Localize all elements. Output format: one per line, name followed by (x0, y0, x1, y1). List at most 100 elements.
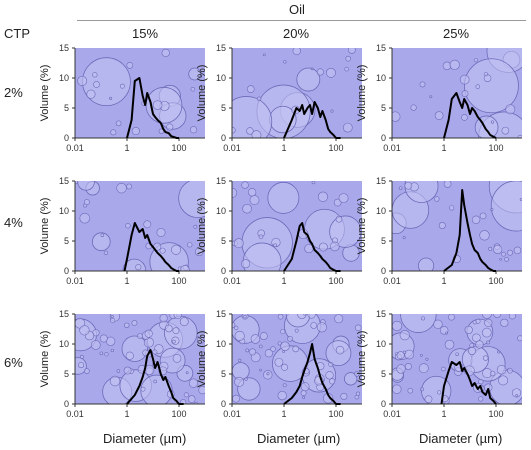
y-axis-label: Volume (%) (196, 331, 208, 388)
droplet (307, 314, 316, 319)
droplet (355, 391, 361, 396)
x-tick-label: 1 (441, 276, 446, 286)
droplet (292, 345, 300, 353)
droplet-layer (392, 181, 522, 271)
panel-2-ctp-20-oil: 0 5 10 15 0.01 1 100 Volume (%) (196, 43, 362, 153)
y-axis-label: Volume (%) (39, 198, 51, 255)
droplet (330, 241, 340, 252)
droplet (475, 340, 484, 349)
droplet (241, 259, 251, 269)
panel-6-ctp-15-oil: 0 5 10 15 0.01 1 100 Volume (%) (39, 309, 205, 419)
droplet (402, 236, 406, 240)
droplet (190, 86, 196, 92)
droplet (140, 386, 146, 392)
row-label-6: 6% (4, 355, 23, 370)
droplet (140, 374, 173, 404)
droplet (300, 382, 310, 392)
y-tick-label: 5 (221, 103, 226, 113)
droplet (159, 247, 166, 254)
droplet (188, 67, 202, 81)
droplet (392, 111, 401, 122)
y-tick-label: 5 (381, 369, 386, 379)
droplet (418, 363, 429, 374)
droplet (490, 208, 494, 212)
y-tick-label: 5 (64, 236, 69, 246)
y-tick-label: 10 (59, 339, 69, 349)
droplet (425, 357, 429, 361)
x-tick-label: 100 (488, 143, 503, 153)
droplet (115, 120, 122, 127)
droplet (338, 193, 349, 204)
droplet (99, 351, 104, 356)
droplet (417, 257, 435, 271)
y-tick-label: 15 (59, 309, 69, 319)
droplet (424, 395, 433, 404)
droplet (499, 257, 502, 261)
y-axis-label: Volume (%) (196, 65, 208, 122)
droplet (436, 390, 442, 395)
droplet (407, 387, 414, 394)
droplet-layer (232, 181, 362, 271)
droplet (152, 349, 158, 355)
y-tick-label: 0 (64, 266, 69, 276)
droplet (197, 336, 205, 344)
droplet (185, 371, 189, 375)
droplet (486, 340, 490, 345)
droplet (490, 181, 522, 232)
droplet (277, 341, 282, 346)
panel-2-ctp-25-oil: 0 5 10 15 0.01 1 100 Volume (%) (356, 43, 522, 153)
droplet (90, 340, 101, 350)
y-axis-label: Volume (%) (39, 331, 51, 388)
y-tick-label: 0 (221, 266, 226, 276)
x-tick-label: 100 (488, 409, 503, 419)
droplet (171, 244, 182, 255)
size-distribution-line (126, 77, 179, 139)
x-tick-label: 0.01 (66, 409, 84, 419)
x-tick-label: 100 (488, 276, 503, 286)
droplet (488, 246, 493, 251)
droplet (316, 322, 327, 333)
droplet (232, 394, 240, 403)
droplet (300, 390, 307, 397)
droplet (459, 74, 470, 85)
droplet (354, 324, 362, 332)
droplet (294, 328, 299, 333)
y-tick-label: 15 (216, 43, 226, 53)
droplet (116, 369, 121, 373)
droplet (135, 264, 142, 271)
droplet (104, 352, 109, 357)
droplet (296, 67, 321, 92)
col-label-15: 15% (132, 26, 159, 41)
droplet (173, 314, 182, 319)
droplet (79, 354, 84, 359)
droplet (468, 347, 477, 356)
droplet (442, 61, 452, 71)
droplet (258, 234, 264, 240)
droplet (433, 319, 443, 329)
y-tick-label: 10 (216, 73, 226, 83)
droplet (461, 90, 469, 97)
droplet (496, 364, 507, 375)
droplet (507, 367, 513, 374)
droplet (475, 84, 480, 89)
droplet (330, 109, 334, 113)
droplet (448, 314, 455, 321)
droplet (310, 67, 314, 71)
droplet (359, 66, 362, 70)
panel-4-ctp-20-oil: 0 5 10 15 0.01 1 100 Volume (%) (196, 176, 362, 286)
droplet (75, 181, 79, 185)
droplet (178, 181, 205, 218)
droplet (123, 366, 132, 375)
droplet (410, 104, 417, 111)
y-axis-label: Volume (%) (196, 198, 208, 255)
droplet (180, 265, 190, 271)
droplet (438, 222, 446, 229)
x-tick-label: 1 (124, 409, 129, 419)
droplet (77, 75, 88, 86)
droplet (79, 212, 91, 224)
droplet (84, 368, 90, 374)
droplet (109, 375, 121, 387)
droplet (420, 316, 425, 321)
droplet (91, 232, 111, 252)
droplet (93, 81, 100, 88)
